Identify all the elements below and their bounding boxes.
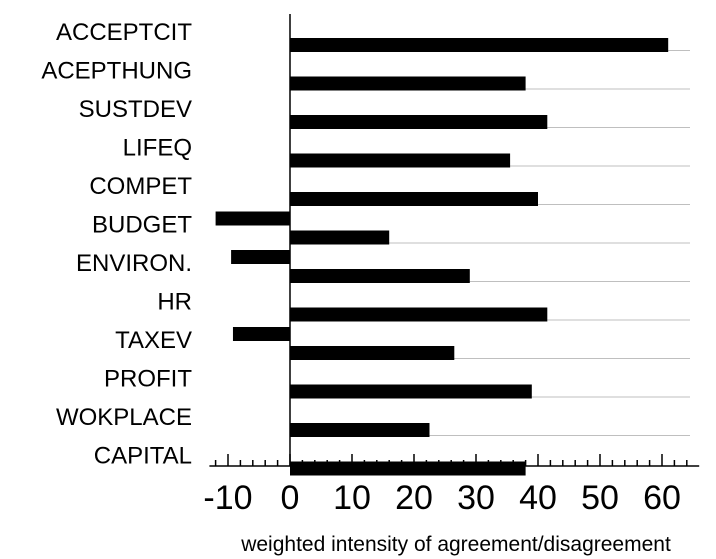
bar	[290, 307, 548, 322]
x-tick-label: 60	[643, 479, 681, 517]
bars	[215, 38, 669, 476]
bar	[290, 115, 548, 129]
axes	[209, 14, 700, 467]
x-tick-label: 40	[519, 479, 557, 517]
bar	[290, 269, 470, 283]
category-label: ENVIRON.	[76, 250, 192, 277]
category-label: WOKPLACE	[56, 404, 192, 431]
x-tick-label: 10	[333, 479, 371, 517]
x-tick-label: 30	[457, 479, 495, 517]
x-tick-label: -10	[203, 479, 252, 517]
x-ticks: -10 0 10 20 30 40 50 60	[203, 454, 688, 517]
bar	[290, 346, 455, 360]
category-label: ACCEPTCIT	[56, 19, 192, 46]
bar	[231, 250, 290, 264]
category-label: PROFIT	[104, 366, 192, 393]
category-label: CAPITAL	[94, 443, 192, 470]
category-label: ACEPTHUNG	[41, 58, 192, 85]
bar	[290, 153, 511, 168]
bar	[215, 211, 290, 226]
bar	[290, 461, 526, 476]
category-label: LIFEQ	[123, 135, 192, 162]
bar	[290, 192, 538, 206]
x-tick-label: 50	[581, 479, 619, 517]
category-label: COMPET	[89, 173, 192, 200]
bar	[290, 76, 526, 91]
bar	[290, 38, 669, 52]
bar	[290, 384, 532, 399]
category-label: SUSTDEV	[79, 96, 192, 123]
bar	[232, 327, 290, 341]
category-label: BUDGET	[92, 212, 192, 239]
x-tick-label: 20	[395, 479, 433, 517]
bar	[290, 423, 430, 437]
x-axis-title: weighted intensity of agreement/disagree…	[240, 533, 671, 556]
x-tick-label: 0	[281, 479, 300, 517]
category-labels: ACCEPTCIT ACEPTHUNG SUSTDEV LIFEQ COMPET BUDG…	[41, 19, 192, 470]
bar	[290, 230, 390, 245]
category-label: TAXEV	[115, 327, 192, 354]
category-label: HR	[157, 289, 192, 316]
